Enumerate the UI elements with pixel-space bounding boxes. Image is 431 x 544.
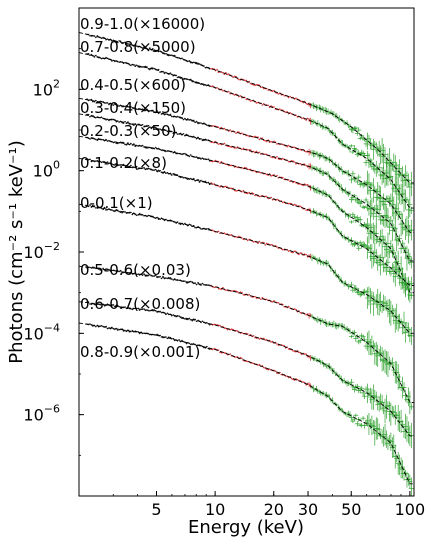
series-label: 0.7-0.8(×5000) (80, 38, 196, 56)
series-label: 0-0.1(×1) (80, 194, 153, 212)
model-curve (79, 301, 414, 437)
model-curve (79, 322, 414, 485)
model-curve (79, 32, 414, 184)
series-label: 0.2-0.3(×50) (80, 122, 176, 140)
series-label: 0.5-0.6(×0.03) (80, 261, 191, 279)
spectrum-series (79, 203, 414, 345)
x-tick-label: 5 (151, 500, 161, 519)
x-tick-label: 100 (395, 500, 426, 519)
series-label: 0.6-0.7(×0.008) (80, 295, 200, 313)
x-tick-label: 50 (341, 500, 361, 519)
spectrum-series (79, 157, 414, 301)
spectrum-series (79, 301, 414, 449)
series-labels: 0.9-1.0(×16000) 0.7-0.8(×5000) 0.4-0.5(×60… (80, 15, 205, 361)
model-curve (79, 265, 414, 403)
y-tick-label: 102 (33, 77, 60, 99)
spectrum-series (79, 52, 414, 220)
y-axis: 102 100 10−2 10−4 10−6 (23, 7, 84, 497)
y-axis-label: Photons (cm⁻² s⁻¹ keV⁻¹) (6, 140, 27, 363)
series-label: 0.8-0.9(×0.001) (80, 343, 200, 361)
model-curve (79, 113, 414, 262)
x-axis: 5 10 20 30 50 100 (78, 491, 426, 519)
spectrum-series (79, 135, 414, 303)
model-curve (79, 97, 414, 234)
y-tick-label: 10−6 (23, 403, 60, 425)
model-curve (79, 135, 414, 294)
series-label: 0.3-0.4(×150) (80, 99, 186, 117)
plot-area (79, 32, 414, 496)
model-curve (79, 203, 414, 334)
y-tick-label: 10−2 (23, 240, 60, 262)
y-tick-label: 100 (33, 159, 60, 181)
series-label: 0.4-0.5(×600) (80, 76, 186, 94)
x-axis-label: Energy (keV) (188, 517, 304, 538)
spectrum-series (79, 113, 414, 271)
x-tick-label: 30 (298, 500, 318, 519)
model-curve (79, 52, 414, 209)
spectrum-series (79, 97, 414, 244)
x-tick-label: 20 (264, 500, 284, 519)
model-curve (79, 157, 414, 286)
series-label: 0.9-1.0(×16000) (80, 15, 205, 33)
x-tick-label: 10 (205, 500, 225, 519)
spectrum-series (79, 265, 414, 415)
series-label: 0.1-0.2(×8) (80, 154, 167, 172)
spectrum-series (79, 322, 414, 496)
y-tick-label: 10−4 (23, 321, 60, 343)
